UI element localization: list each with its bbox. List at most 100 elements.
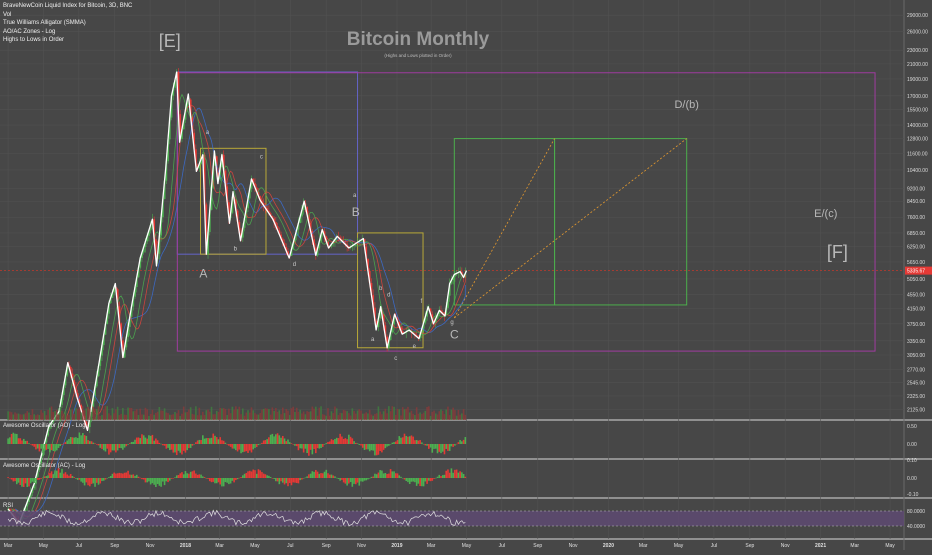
candle-body: [47, 428, 49, 436]
ao-bar: [177, 444, 180, 451]
ao-bar: [431, 444, 434, 453]
indicator-alligator[interactable]: True Williams Alligator (SMMA): [3, 20, 86, 27]
ac-bar: [149, 478, 152, 485]
ao-bar: [299, 444, 301, 449]
ao-bar: [375, 444, 378, 456]
volume-bar: [327, 408, 329, 420]
ac-bar: [226, 478, 228, 483]
ac-bar: [40, 478, 42, 479]
candle-body: [153, 219, 156, 240]
indicator-highs-lows[interactable]: Highs to Lows in Order: [3, 37, 65, 44]
ac-bar: [205, 478, 208, 479]
x-tick-label: 2020: [603, 543, 614, 549]
candle-body: [139, 258, 142, 268]
candle-body: [76, 393, 79, 400]
candle-body: [104, 324, 107, 335]
ao-bar: [111, 444, 114, 451]
x-tick-label: May: [885, 543, 895, 549]
y-tick-label: 6250.00: [907, 245, 925, 251]
rsi-tick-label: 40.0000: [907, 524, 925, 530]
x-tick-label: Sep: [533, 543, 542, 549]
indicator-vol[interactable]: Vol: [3, 11, 12, 18]
ao-bar: [391, 442, 394, 444]
ao-bar: [261, 442, 263, 444]
candle-body: [134, 287, 136, 297]
volume-bar: [461, 413, 463, 420]
ac-bar: [414, 478, 416, 483]
ao-bar: [94, 443, 96, 444]
ao-bar: [78, 432, 81, 444]
ac-bar: [398, 475, 401, 478]
ao-bar: [285, 441, 288, 444]
volume-bar: [149, 413, 152, 420]
ac-bar: [349, 478, 352, 483]
candle-body: [396, 317, 399, 322]
ac-bar: [36, 478, 39, 480]
volume-bar: [87, 406, 89, 420]
volume-bar: [344, 410, 347, 420]
volume-bar: [243, 415, 246, 420]
volume-bar: [240, 414, 242, 420]
volume-bar: [452, 407, 454, 420]
ao-bar: [66, 440, 69, 444]
ao-bar: [115, 444, 117, 453]
candle-body: [318, 241, 321, 249]
candle-body: [285, 246, 288, 252]
volume-bar: [353, 411, 355, 420]
ac-bar: [315, 469, 317, 478]
ao-bar: [200, 440, 202, 444]
ao-bar: [346, 439, 348, 444]
y-tick-label: 14000.00: [907, 123, 928, 129]
candle-body: [231, 196, 234, 213]
candle-body: [290, 249, 293, 256]
ao-pane-label[interactable]: Awesome Oscillator (AO) - Log: [3, 423, 86, 429]
ao-bar: [80, 435, 82, 444]
x-tick-label: Nov: [146, 543, 155, 549]
volume-bar: [302, 411, 305, 420]
ac-bar: [332, 475, 335, 478]
candle-body: [71, 373, 74, 381]
ao-bar: [440, 444, 442, 454]
volume-bar: [332, 413, 335, 420]
ao-bar: [156, 440, 159, 444]
candle-body: [307, 214, 310, 223]
wave-label-11: a: [371, 337, 375, 343]
candle-body: [393, 316, 395, 325]
y-tick-label: 3050.00: [907, 353, 925, 359]
volume-bar: [407, 406, 409, 420]
x-tick-label: Nov: [781, 543, 790, 549]
volume-bar: [68, 414, 70, 420]
ac-bar: [80, 478, 82, 482]
ao-bar: [106, 444, 109, 449]
volume-bar: [320, 406, 322, 420]
volume-bar: [137, 415, 140, 420]
volume-bar: [212, 414, 215, 420]
volume-bar: [297, 411, 300, 420]
candle-body: [28, 497, 30, 502]
indicator-aoac-zones[interactable]: AO/AC Zones - Log: [3, 28, 56, 35]
ac-pane-label[interactable]: Awesome Oscillator (AC) - Log: [3, 463, 86, 469]
volume-bar: [115, 409, 117, 420]
rsi-pane-label[interactable]: RSI: [3, 503, 14, 509]
wave-label-15: C: [450, 328, 459, 342]
ao-bar: [59, 444, 62, 447]
ac-bar: [42, 477, 44, 479]
ac-bar: [417, 478, 420, 484]
ac-tick-label: 0.10: [907, 458, 917, 464]
ao-bar: [353, 441, 355, 444]
ac-bar: [248, 470, 251, 478]
ao-bar: [228, 444, 230, 446]
volume-bar: [422, 412, 425, 420]
ao-bar: [464, 437, 467, 444]
chart-subtitle: (Highs and Lows plotted in Order): [384, 53, 452, 58]
ao-bar: [268, 437, 270, 444]
volume-bar: [217, 411, 220, 420]
ao-bar: [266, 439, 268, 444]
ac-bar: [323, 471, 326, 478]
ao-bar: [415, 439, 418, 444]
volume-bar: [233, 409, 235, 420]
ac-bar: [170, 478, 173, 479]
ac-bar: [268, 475, 270, 478]
volume-bar: [226, 415, 228, 420]
